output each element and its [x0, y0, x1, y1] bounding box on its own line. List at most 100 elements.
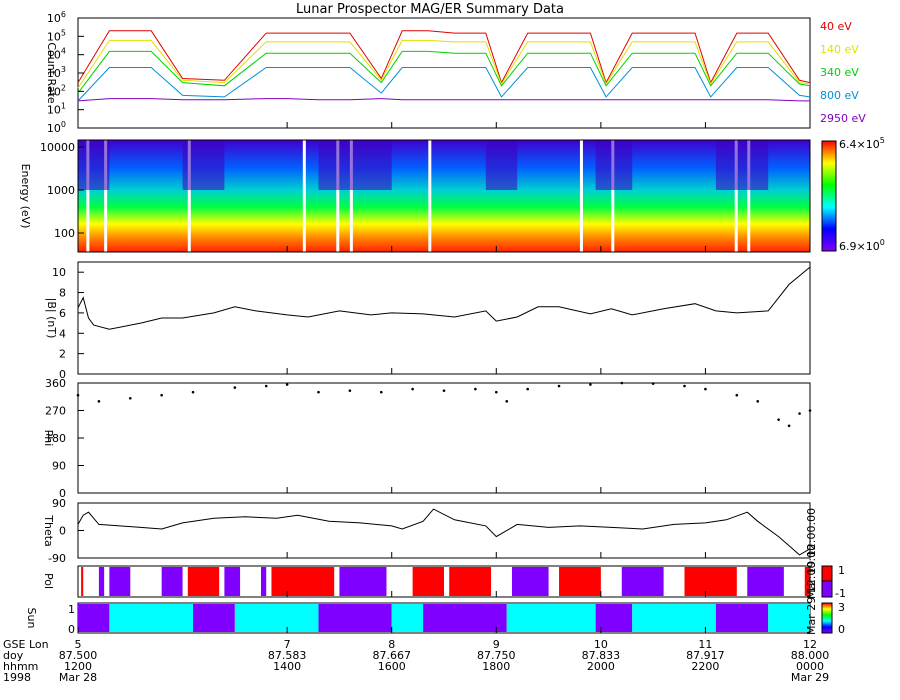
phi-point-17: [557, 384, 561, 388]
xtick-hhmm-6: 0000: [796, 660, 824, 673]
spectrogram-panel: 10000 1000 100 Energy (eV) 6.4×105 6.9×1…: [19, 136, 885, 253]
sun-ytick-1: 1: [68, 603, 75, 616]
count-rate-ytick-2: 102: [47, 83, 66, 98]
phi-point-4: [191, 390, 195, 394]
phi-point-14: [494, 390, 498, 394]
phi-point-18: [589, 383, 592, 386]
bmag-ytick-2: 4: [59, 327, 66, 340]
phi-point-6: [264, 384, 268, 388]
sun-segment-5: [391, 604, 424, 632]
shadow-region-2: [318, 140, 392, 190]
count-rate-line-0: [77, 30, 811, 84]
pol-segment-16: [747, 567, 784, 596]
data-gap-4: [336, 140, 340, 252]
xtick-lon-2: 8: [388, 638, 395, 651]
sun-segment-4: [318, 604, 392, 632]
bmag-ytick-4: 8: [59, 287, 66, 300]
phi-point-23: [735, 393, 739, 397]
count-rate-frame: [77, 17, 811, 129]
bmag-frame: [77, 261, 811, 375]
xtick-lon-6: 12: [803, 638, 817, 651]
pol-panel: Pol 1 -1 Mar 19 12:00:00: [42, 508, 846, 600]
phi-point-24: [756, 400, 760, 403]
spectrogram-frame: [77, 139, 811, 253]
phi-point-26: [787, 424, 791, 428]
sun-colorbar: [821, 602, 833, 634]
sun-segment-9: [632, 604, 716, 632]
xtick-doy-5: 87.917: [686, 649, 725, 662]
xtick-lon-5: 11: [698, 638, 712, 651]
spectrogram-ylabel: Energy (eV): [19, 164, 32, 229]
xaxis-row-label-lon: GSE Lon: [3, 638, 49, 651]
count-rate-line-4: [77, 98, 810, 102]
count-rate-line-1: [77, 39, 811, 89]
phi-point-13: [474, 387, 477, 391]
sun-segment-3: [234, 604, 319, 632]
count-rate-yticks: 100 101 102 103 104 105 106: [47, 10, 84, 135]
xtick-lon-1: 7: [284, 638, 291, 651]
xtick-hhmm-1: 1400: [273, 660, 301, 673]
phi-point-2: [128, 396, 132, 400]
sun-segment-2: [193, 604, 235, 632]
phi-point-20: [651, 382, 655, 385]
pol-sidenote: Mar 19 12:00:00: [805, 508, 818, 599]
theta-ylabel: Theta: [42, 514, 55, 547]
phi-point-21: [683, 384, 686, 388]
data-gap-5: [349, 140, 353, 252]
phi-panel: 0 90 180 270 360 Phi: [42, 377, 812, 500]
shadow-region-0: [78, 140, 110, 190]
xtick-doy-3: 87.750: [477, 649, 516, 662]
phi-point-11: [411, 387, 414, 391]
pol-cb-tick-neg1: -1: [835, 587, 846, 600]
phi-ytick-1: 90: [52, 460, 66, 473]
count-rate-line-3: [77, 67, 811, 102]
phi-point-25: [777, 418, 780, 421]
colorbar-min-label: 6.9×100: [839, 238, 885, 253]
data-gap-6: [428, 140, 432, 252]
count-rate-ytick-3: 103: [47, 65, 66, 80]
xtick-doy-6: 88.000: [791, 649, 830, 662]
count-rate-legend: 40 eV 140 eV 340 eV 800 eV 2950 eV: [820, 20, 866, 125]
xaxis-row-label-doy: doy: [3, 649, 24, 662]
legend-entry-1: 140 eV: [820, 43, 859, 56]
pol-ylabel: Pol: [42, 573, 55, 589]
chart-title: Lunar Prospector MAG/ER Summary Data: [296, 2, 564, 17]
count-rate-ytick-1: 101: [47, 102, 66, 117]
shadow-region-5: [715, 140, 769, 190]
phi-point-0: [76, 393, 80, 397]
pol-segment-2: [98, 567, 105, 596]
legend-entry-4: 2950 eV: [820, 112, 866, 125]
bmag-series: 0 2 4 6 8 10: [52, 266, 811, 381]
data-gap-9: [734, 140, 738, 252]
bmag-ylabel: |B| (nT): [45, 298, 58, 339]
phi-point-19: [620, 381, 624, 385]
pol-segment-7: [261, 567, 267, 596]
sun-ylabel: Sun: [25, 608, 38, 629]
pol-segment-12: [511, 567, 549, 596]
sun-panel: Sun 1 0 3 0 Mar 29 12:00:00: [25, 544, 845, 636]
bmag-ytick-0: 0: [59, 368, 66, 381]
pol-segment-3: [109, 567, 131, 596]
spectrogram-ytick-100: 100: [54, 227, 75, 240]
spectrogram-ytick-1000: 1000: [47, 184, 75, 197]
xtick-hhmm-2: 1600: [378, 660, 406, 673]
spectrogram-colorbar: [821, 140, 837, 252]
sun-segment-1: [109, 604, 194, 632]
count-rate-ytick-5: 105: [47, 28, 66, 43]
phi-point-5: [233, 386, 237, 389]
sun-cb-tick-3: 3: [838, 601, 845, 614]
pol-segments: [81, 567, 810, 596]
theta-panel: -90 0 90 Theta: [42, 497, 811, 565]
phi-point-7: [285, 383, 289, 386]
theta-ytick-2: 90: [52, 497, 66, 510]
phi-point-28: [808, 409, 812, 412]
theta-series: -90 0 90: [48, 497, 811, 565]
phi-point-16: [526, 387, 529, 391]
colorbar-max-label: 6.4×105: [839, 136, 885, 151]
data-gap-1: [104, 140, 108, 252]
xtick-hhmm-3: 1800: [482, 660, 510, 673]
count-rate-series: [77, 30, 811, 102]
xtick-date-6: Mar 29: [791, 671, 829, 684]
count-rate-ylabel: Count Rate: [45, 42, 58, 104]
